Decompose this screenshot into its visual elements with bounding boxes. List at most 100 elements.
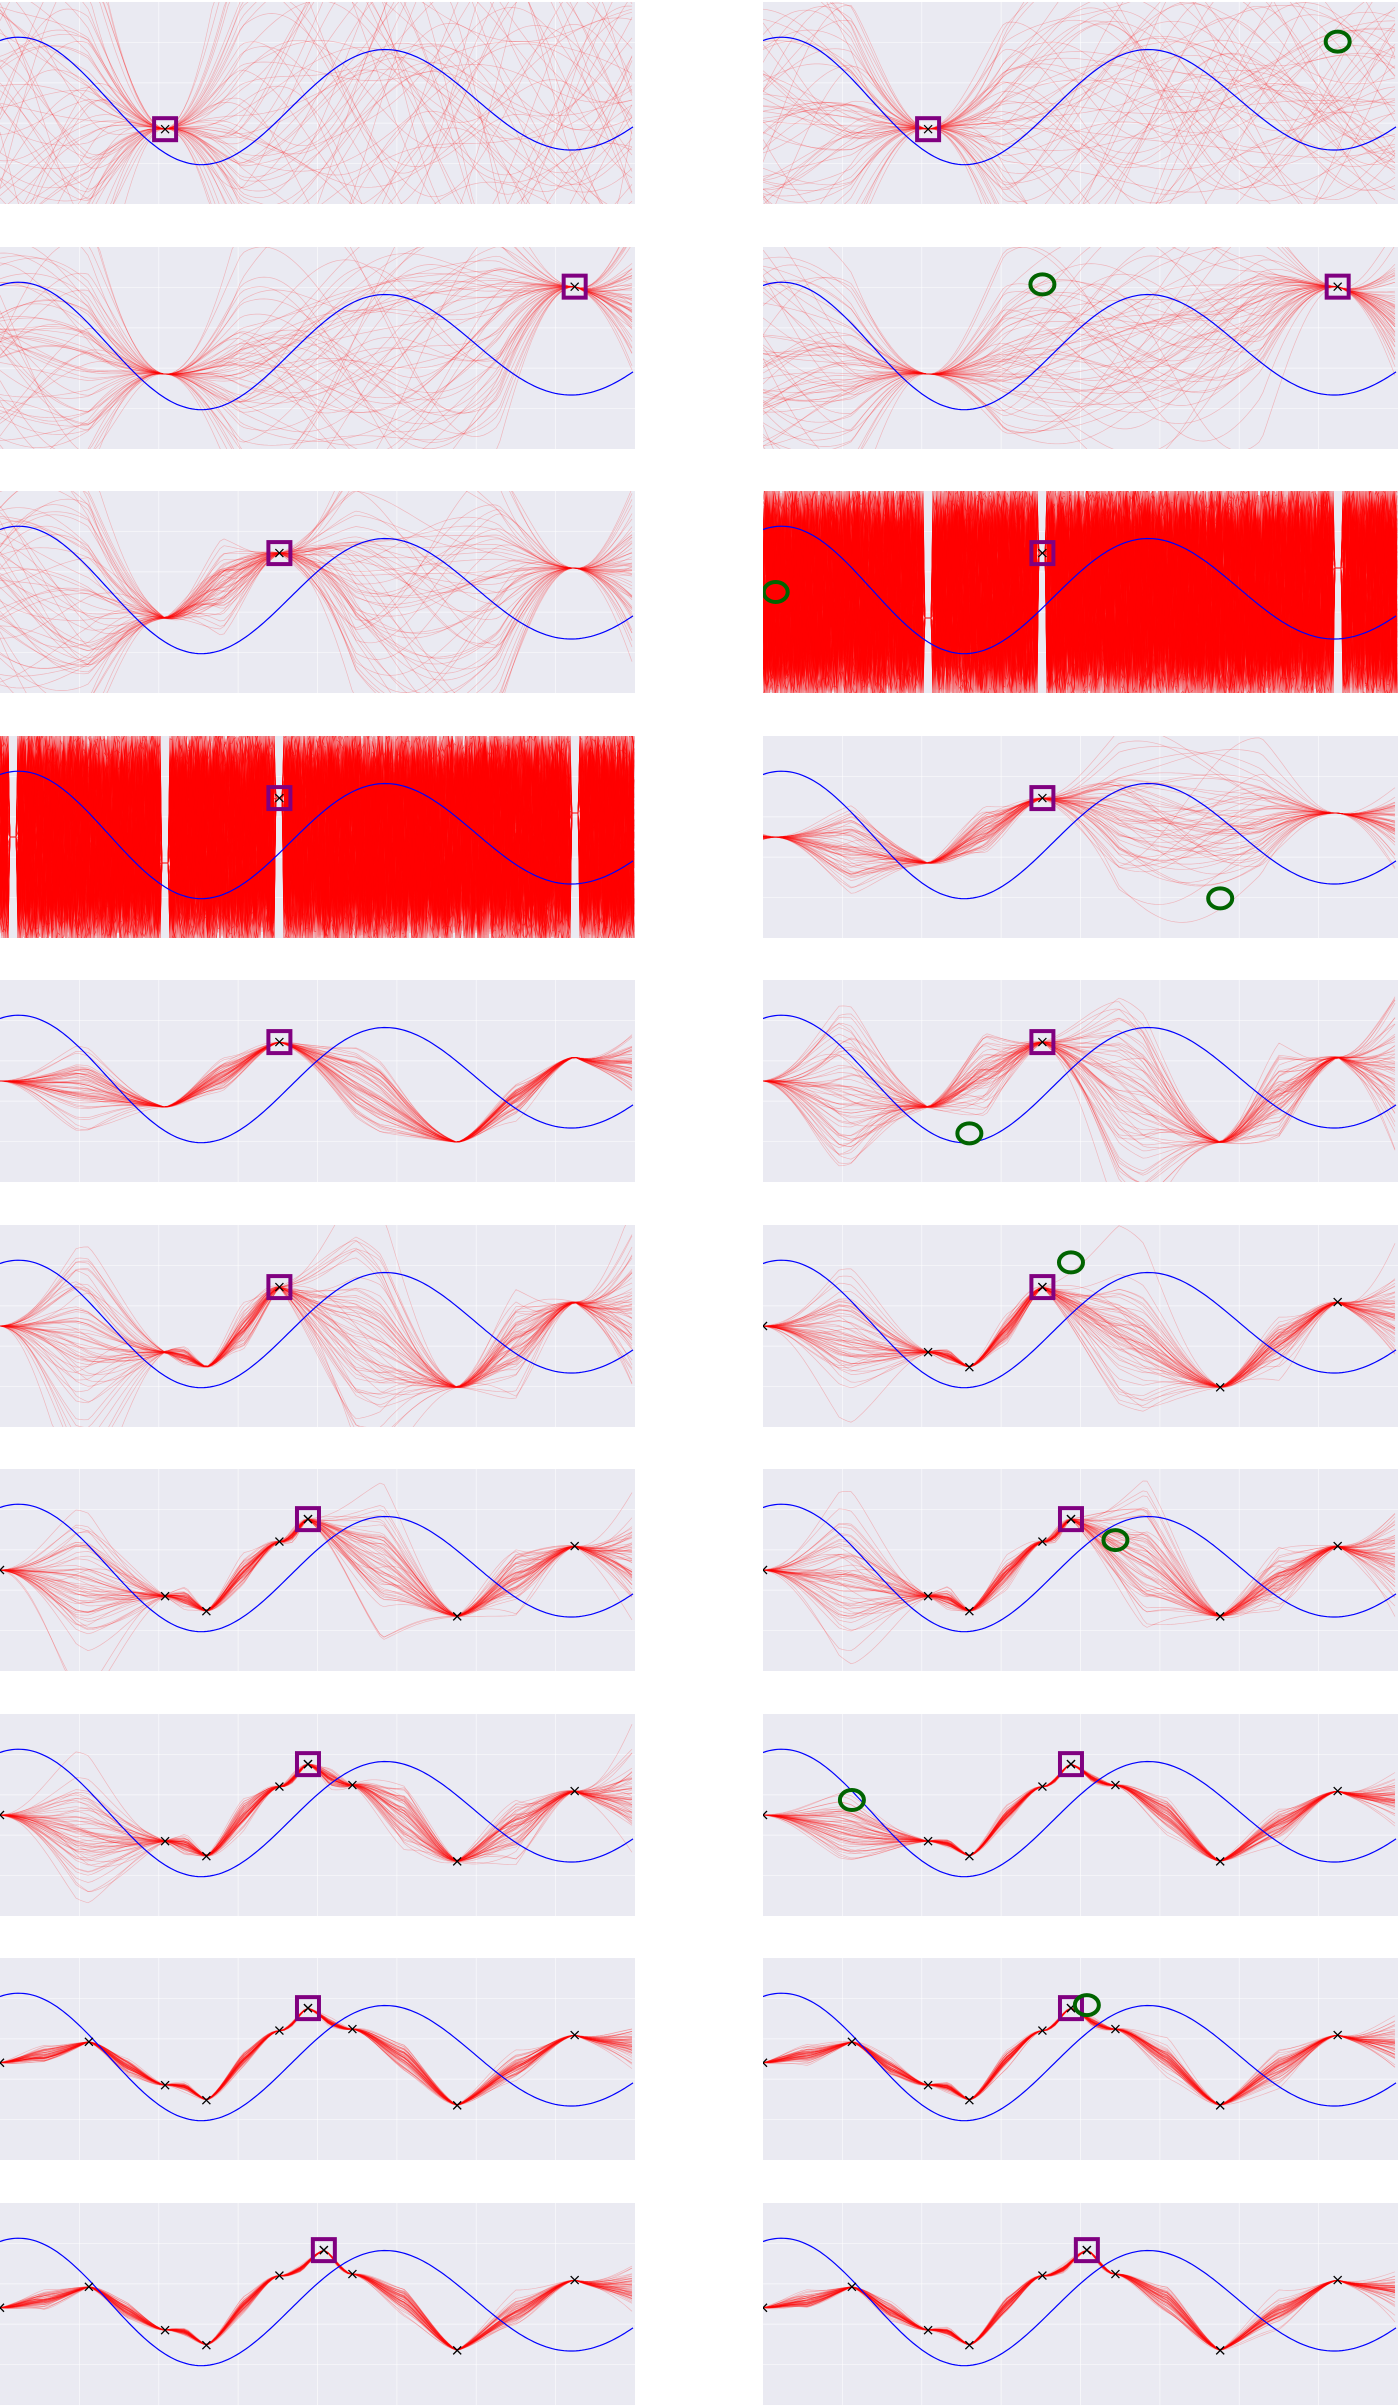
posterior-samples bbox=[0, 1483, 632, 1671]
posterior-samples bbox=[0, 2, 632, 204]
posterior-sample-line bbox=[763, 1037, 1395, 1143]
chart-svg-1 bbox=[0, 2, 635, 204]
posterior-sample-line bbox=[0, 506, 632, 692]
posterior-sample-line bbox=[763, 1034, 1395, 1182]
chart-panel-5 bbox=[0, 491, 635, 693]
chart-panel-18 bbox=[763, 1958, 1398, 2160]
observation-x-icon bbox=[965, 2096, 973, 2104]
chart-svg-8 bbox=[763, 736, 1398, 938]
observation-x-icon bbox=[965, 1852, 973, 1860]
posterior-sample-line bbox=[0, 13, 632, 204]
posterior-samples bbox=[0, 491, 632, 693]
chart-svg-11 bbox=[0, 1225, 635, 1427]
observation-x-icon bbox=[320, 2246, 328, 2254]
posterior-sample-line bbox=[763, 42, 1395, 189]
posterior-sample-line bbox=[0, 1764, 632, 1892]
posterior-sample-line bbox=[763, 2250, 1395, 2350]
observation-x-icon bbox=[1216, 1857, 1224, 1865]
posterior-sample-line bbox=[763, 2, 1395, 189]
posterior-samples bbox=[0, 736, 634, 938]
chart-svg-9 bbox=[0, 980, 635, 1182]
posterior-samples bbox=[763, 247, 1395, 449]
chart-svg-5 bbox=[0, 491, 635, 693]
posterior-sample-line bbox=[763, 54, 1395, 204]
chart-svg-10 bbox=[763, 980, 1398, 1182]
observation-x-icon bbox=[453, 2346, 461, 2354]
chart-svg-13 bbox=[0, 1469, 635, 1671]
posterior-sample-line bbox=[763, 247, 1395, 449]
posterior-sample-line bbox=[763, 283, 1395, 406]
true-function-line bbox=[763, 282, 1396, 410]
chart-panel-3 bbox=[0, 247, 635, 449]
chart-panel-1 bbox=[0, 2, 635, 204]
posterior-samples bbox=[763, 2, 1395, 204]
posterior-sample-line bbox=[763, 1519, 1395, 1616]
posterior-sample-line bbox=[0, 491, 632, 667]
observation-x-icon bbox=[304, 2004, 312, 2012]
posterior-samples bbox=[763, 1764, 1395, 1861]
chart-panel-4 bbox=[763, 247, 1398, 449]
chart-panel-14 bbox=[763, 1469, 1398, 1671]
posterior-sample-line bbox=[0, 23, 632, 204]
posterior-samples bbox=[0, 1035, 632, 1143]
posterior-sample-line bbox=[763, 1042, 1395, 1142]
next-query-circle-icon bbox=[1059, 1252, 1083, 1272]
chart-panel-9 bbox=[0, 980, 635, 1182]
chart-panel-13 bbox=[0, 1469, 635, 1671]
chart-panel-20 bbox=[763, 2203, 1398, 2405]
chart-panel-10 bbox=[763, 980, 1398, 1182]
posterior-sample-line bbox=[763, 1519, 1395, 1616]
posterior-sample-line bbox=[0, 247, 632, 376]
posterior-sample-line bbox=[0, 46, 632, 173]
chart-svg-19 bbox=[0, 2203, 635, 2405]
posterior-samples bbox=[763, 2250, 1395, 2350]
posterior-sample-line bbox=[763, 282, 1395, 449]
posterior-sample-line bbox=[763, 286, 1395, 384]
posterior-sample-line bbox=[763, 44, 1395, 173]
posterior-sample-line bbox=[763, 49, 1395, 202]
posterior-samples bbox=[0, 1724, 632, 1903]
observation-x-icon bbox=[1334, 2276, 1342, 2284]
posterior-sample-line bbox=[763, 247, 1395, 449]
chart-svg-6 bbox=[763, 491, 1398, 693]
posterior-sample-line bbox=[0, 283, 632, 392]
observation-x-icon bbox=[453, 2101, 461, 2109]
chart-svg-17 bbox=[0, 1958, 635, 2160]
posterior-sample-line bbox=[0, 12, 632, 204]
posterior-sample-line bbox=[763, 2008, 1395, 2105]
posterior-samples bbox=[0, 2008, 632, 2105]
posterior-sample-line bbox=[763, 42, 1395, 190]
chart-svg-18 bbox=[763, 1958, 1398, 2160]
chart-panel-6 bbox=[763, 491, 1398, 693]
observation-x-icon bbox=[1067, 1760, 1075, 1768]
chart-panel-17 bbox=[0, 1958, 635, 2160]
posterior-samples bbox=[763, 997, 1395, 1182]
posterior-sample-line bbox=[763, 247, 1395, 449]
posterior-sample-line bbox=[0, 1261, 632, 1398]
posterior-sample-line bbox=[763, 247, 1395, 449]
posterior-samples bbox=[0, 1225, 632, 1427]
posterior-sample-line bbox=[0, 2008, 632, 2105]
posterior-samples bbox=[763, 491, 1397, 693]
posterior-samples bbox=[0, 247, 632, 449]
chart-svg-15 bbox=[0, 1714, 635, 1916]
chart-svg-16 bbox=[763, 1714, 1398, 1916]
posterior-sample-line bbox=[763, 1519, 1395, 1616]
next-query-circle-icon bbox=[1208, 888, 1232, 908]
posterior-samples bbox=[763, 736, 1395, 922]
chart-panel-19 bbox=[0, 2203, 635, 2405]
chart-svg-7 bbox=[0, 736, 635, 938]
posterior-sample-line bbox=[763, 276, 1395, 409]
observation-x-icon bbox=[202, 2341, 210, 2349]
chart-panel-8 bbox=[763, 736, 1398, 938]
observation-x-icon bbox=[965, 2341, 973, 2349]
next-query-circle-icon bbox=[957, 1123, 981, 1143]
chart-svg-4 bbox=[763, 247, 1398, 449]
posterior-sample-line bbox=[763, 1519, 1395, 1616]
posterior-sample-line bbox=[763, 1496, 1395, 1616]
chart-svg-20 bbox=[763, 2203, 1398, 2405]
posterior-sample-line bbox=[763, 55, 1395, 129]
posterior-sample-line bbox=[763, 277, 1395, 441]
chart-panel-11 bbox=[0, 1225, 635, 1427]
